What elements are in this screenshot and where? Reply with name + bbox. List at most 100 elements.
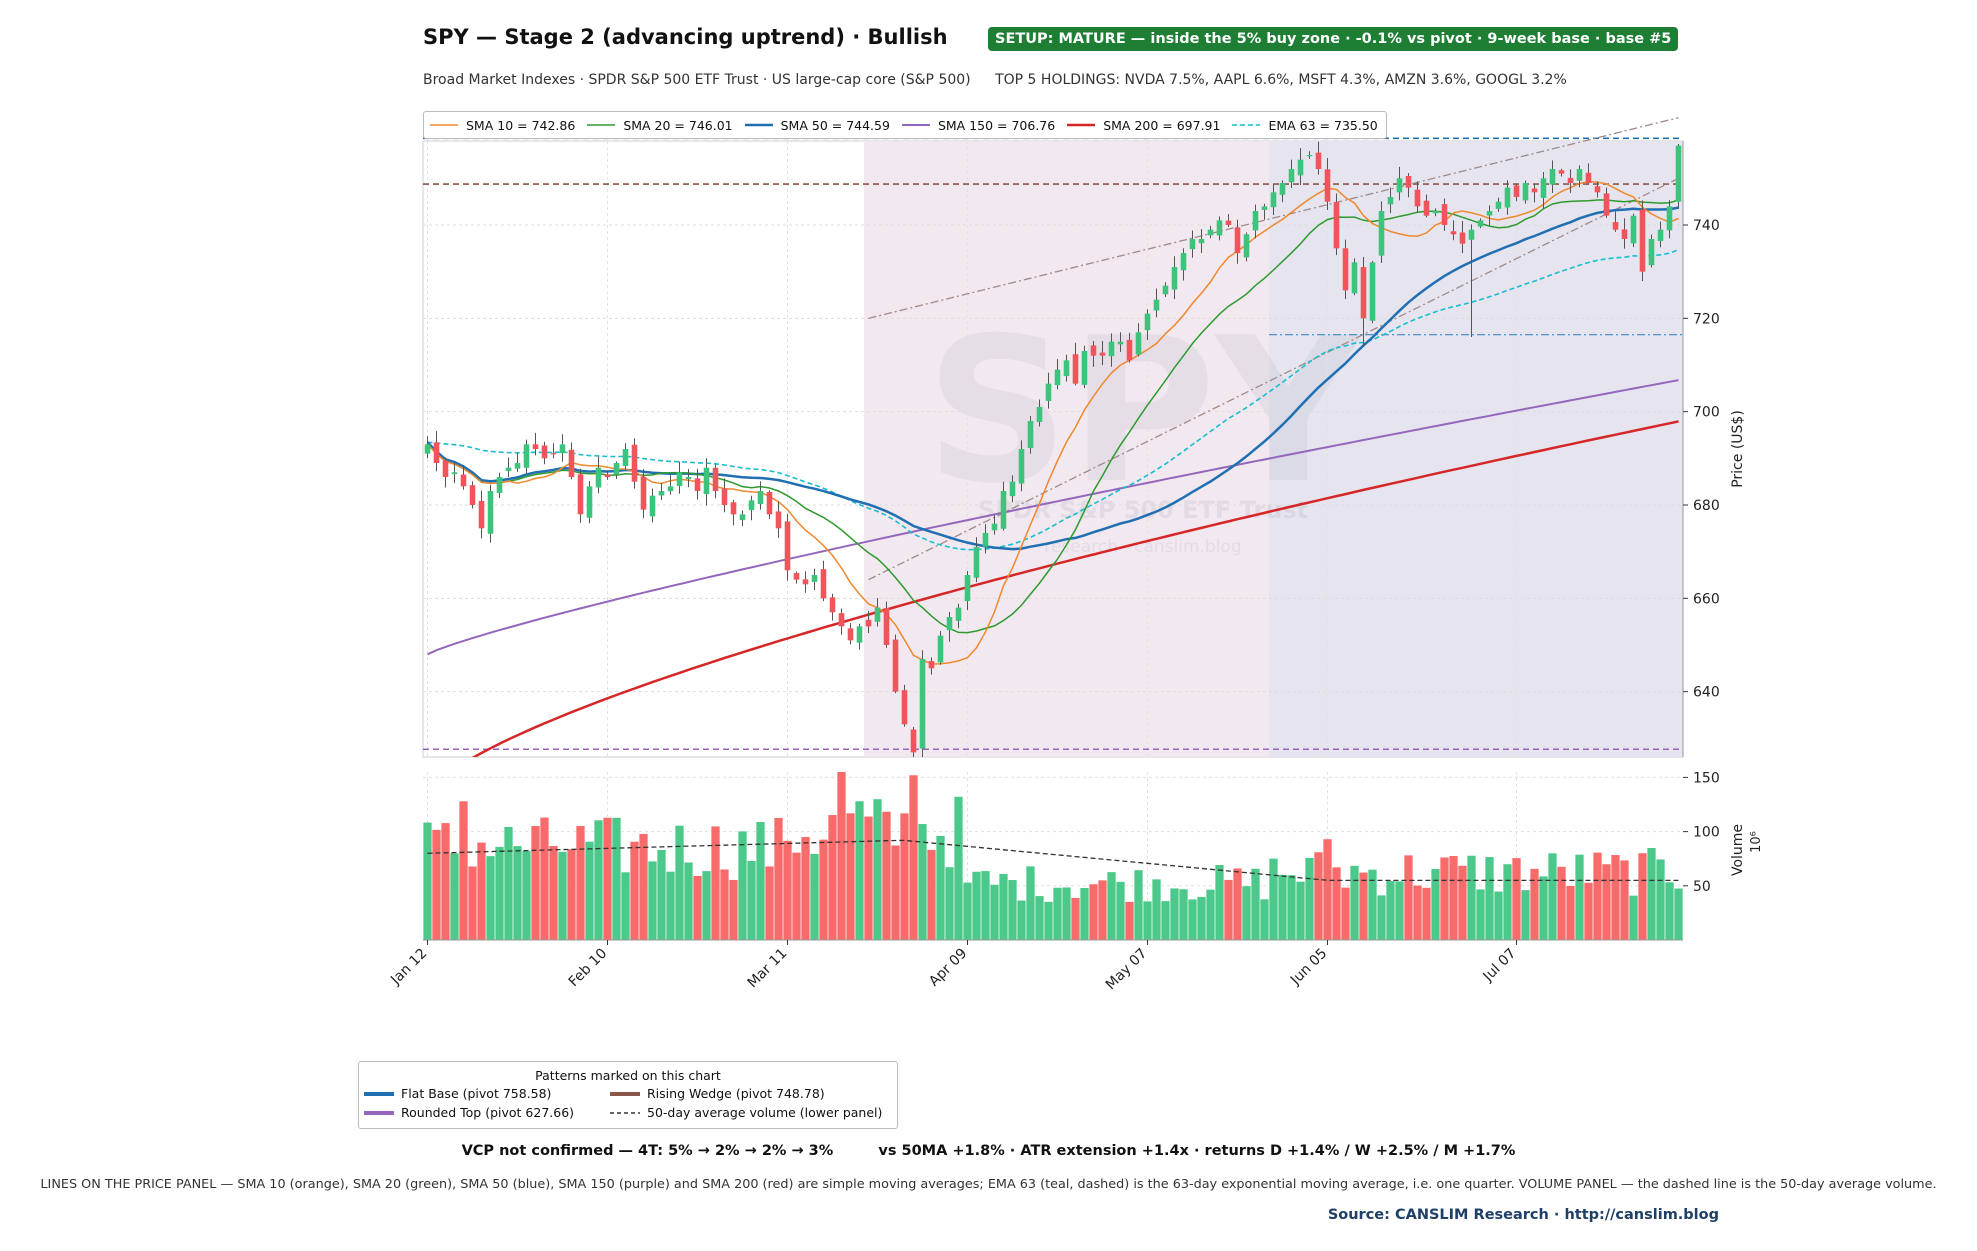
candle-body [1126,339,1133,361]
candle-body [1144,313,1151,331]
candle-body [1450,231,1457,235]
candle-body [1279,183,1286,195]
candle-body [1459,232,1466,244]
volume-bar [450,853,459,940]
volume-bar [1359,872,1368,940]
candle [1243,232,1250,262]
patterns-legend: Patterns marked on this chart Flat Base … [358,1061,898,1129]
volume-bar [531,826,540,940]
volume-bar [1467,855,1476,940]
candle [1576,165,1583,188]
volume-tick-label: 150 [1693,770,1720,786]
candle [811,568,818,591]
candle-body [496,477,503,493]
volume-bar [1008,880,1017,940]
legend-entry-label: SMA 50 = 744.59 [780,117,890,133]
legend-swatch [744,123,773,127]
moving-average-legend: SMA 10 = 742.86 SMA 20 = 746.01 SMA 50 = 7… [423,111,1387,139]
candle [631,438,638,489]
candle-body [1036,407,1043,422]
volume-bar [468,866,477,940]
candle [1090,340,1097,367]
candle [1216,216,1223,241]
candle [766,490,773,520]
candle-body [1477,220,1484,227]
pattern-legend-swatch [364,1110,394,1115]
candle [991,515,998,535]
subtitle: Broad Market Indexes · SPDR S&P 500 ETF … [423,72,1587,88]
candle-body [604,474,611,477]
candle [1036,399,1043,427]
candle [1000,481,1007,531]
candle-body [739,514,746,521]
candle [469,481,476,509]
candle-body [1171,267,1178,290]
volume-bar [432,829,441,940]
candle-body [1378,211,1385,256]
candle [1486,205,1493,226]
date-tick-label: May 07 [1103,946,1151,994]
date-tick-label: Jan 12 [387,946,430,989]
candle [460,465,467,490]
volume-bar [1071,897,1080,940]
volume-bar [1377,895,1386,940]
volume-bar [855,801,864,940]
candle [1378,201,1385,264]
volume-bar [1368,869,1377,940]
candle-body [1288,169,1295,183]
candle [1009,475,1016,503]
volume-bar [657,849,666,940]
candle [442,457,449,488]
volume-average-line [427,839,1679,882]
price-tick-label: 660 [1693,591,1720,607]
candle [1531,184,1538,203]
volume-bar [522,850,531,940]
candle [1315,141,1322,175]
volume-bar [459,801,468,940]
candle-body [811,575,818,582]
volume-bar [576,825,585,940]
volume-bar [1062,887,1071,940]
volume-bar [837,772,846,940]
volume-bar [1539,876,1548,940]
watermark-site: research · canslim.blog [1044,537,1241,557]
volume-bar [1179,889,1188,940]
candle-body [1297,159,1304,176]
legend-entry: SMA 50 = 744.59 [744,117,890,133]
volume-bar [1053,887,1062,940]
volume-bar [441,823,450,940]
footnote: LINES ON THE PRICE PANEL — SMA 10 (orang… [40,1177,1937,1192]
candle-body [874,607,881,622]
candle [1360,256,1367,347]
candle-body [1072,354,1079,384]
candle [1495,197,1502,212]
candle [1333,193,1340,256]
candle-body [865,619,872,627]
volume-bar [1107,872,1116,940]
candle [901,684,908,727]
candle [1351,258,1358,296]
candle-body [1117,341,1124,345]
candle [1261,203,1268,220]
wedge-upper-trendline [868,117,1679,319]
candle [667,475,674,495]
pattern-legend-label: Flat Base (pivot 758.58) [401,1086,552,1101]
date-tick-label: Jul 07 [1480,946,1520,986]
candle-body [1189,239,1196,250]
candle [577,468,584,523]
candle [1081,345,1088,389]
candle [1522,180,1529,204]
volume-bar [621,872,630,940]
candle [1270,184,1277,216]
candle-body [595,467,602,488]
candle-body [1162,285,1169,295]
candle-body [1342,248,1349,291]
candle-body [487,491,494,534]
candle-body [775,511,782,529]
candle-body [1099,352,1106,356]
volume-bar [594,820,603,940]
legend-entry: SMA 10 = 742.86 [430,118,575,133]
candle-body [1000,491,1007,529]
candle [1171,256,1178,300]
candle-body [541,445,548,459]
